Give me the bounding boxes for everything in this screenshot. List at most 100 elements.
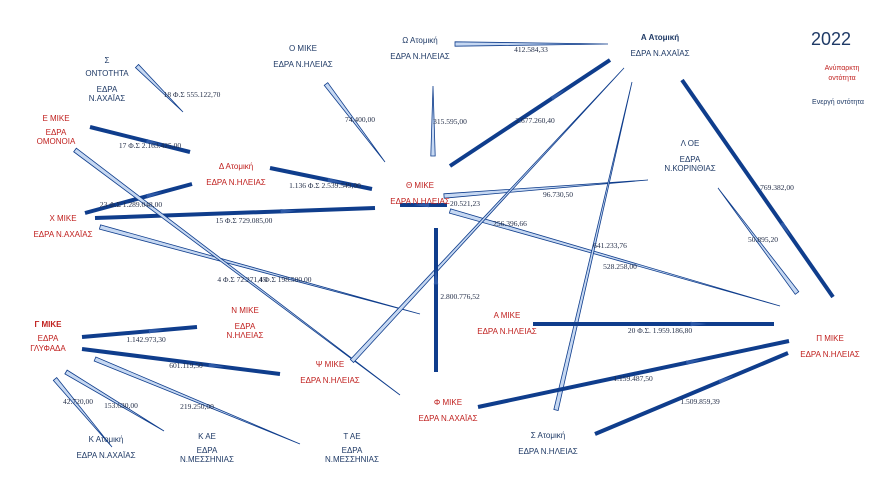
flow-edge — [430, 85, 436, 157]
flow-line — [89, 125, 191, 154]
flow-arrowhead — [433, 268, 439, 285]
node-label-line: ΟΝΤΟΤΗΤΑ — [85, 69, 129, 78]
flow-amount-label: 601.119,50 — [169, 361, 203, 370]
node-label-line: Ο ΜΙΚΕ — [289, 44, 317, 53]
node-label-line: Ν.ΑΧΑΪΑΣ — [89, 94, 126, 103]
flow-line — [477, 339, 790, 409]
flow-amount-label: 17 Φ.Σ 2.163.425,00 — [119, 141, 182, 150]
node-label-line: Κ ΑΕ — [198, 432, 216, 441]
flow-edge — [477, 339, 790, 409]
node-label-line: Θ ΜΙΚΕ — [406, 181, 434, 190]
flow-line — [443, 179, 649, 199]
flow-arrowhead — [690, 321, 707, 327]
legend: Ανύπαρκτη οντότητα Ενεργή οντότητα — [812, 64, 864, 106]
flow-line — [448, 208, 781, 307]
flow-line — [73, 147, 401, 396]
flow-line — [594, 351, 789, 436]
flow-arrowhead — [148, 328, 165, 334]
node-omega: Ω Ατομική ΕΔΡΑ Ν.ΗΛΕΙΑΣ — [390, 36, 450, 61]
node-a-atomiki: Α Ατομική ΕΔΡΑ Ν.ΑΧΑΪΑΣ — [630, 33, 689, 58]
flow-amount-label: 18 Φ.Σ 555.122,70 — [164, 90, 221, 99]
edges-layer — [52, 41, 835, 448]
node-label-line: Ν.ΗΛΕΙΑΣ — [227, 331, 264, 340]
flow-line — [81, 347, 281, 376]
node-label-line: Κ Ατομική — [89, 435, 124, 444]
node-label-line: ΕΔΡΑ — [235, 322, 256, 331]
flow-line — [64, 369, 165, 432]
flow-amount-label: 219.250,00 — [180, 402, 214, 411]
flow-arrowhead — [550, 89, 566, 101]
node-label-line: Σ Ατομική — [531, 431, 565, 440]
flow-edge — [717, 187, 800, 295]
flow-edge — [81, 347, 281, 376]
flow-amount-label: 96.730,50 — [543, 190, 573, 199]
node-label-line: Χ ΜΙΚΕ — [49, 214, 76, 223]
flow-amount-label: 4 Φ.Σ 198.500,00 — [259, 275, 312, 284]
flow-edge — [323, 82, 386, 163]
node-psi: Ψ ΜΙΚΕ ΕΔΡΑ Ν.ΗΛΕΙΑΣ — [300, 360, 360, 385]
node-label-line: Γ ΜΙΚΕ — [34, 320, 62, 329]
node-label-line: ΕΔΡΑ — [97, 85, 118, 94]
node-label-line: ΕΔΡΑ Ν.ΑΧΑΪΑΣ — [418, 414, 477, 423]
node-a-mike: Α ΜΙΚΕ ΕΔΡΑ Ν.ΗΛΕΙΑΣ — [477, 311, 537, 336]
flow-edge — [73, 147, 401, 396]
node-o-mike: Ο ΜΙΚΕ ΕΔΡΑ Ν.ΗΛΕΙΑΣ — [273, 44, 333, 69]
legend-inactive-label: οντότητα — [828, 74, 855, 82]
flow-amount-label: 1.509.859,39 — [680, 397, 720, 406]
flow-amount-label: 2.800.776,52 — [440, 292, 480, 301]
node-d-atomiki: Δ Ατομική ΕΔΡΑ Ν.ΗΛΕΙΑΣ — [206, 162, 266, 187]
flow-line — [94, 206, 376, 220]
node-label-line: Ν.ΜΕΣΣΗΝΙΑΣ — [325, 455, 379, 464]
flow-amount-label: 1.142.973,30 — [126, 335, 166, 344]
flow-line — [134, 63, 184, 113]
flow-line — [81, 325, 198, 339]
flow-edge — [269, 166, 373, 191]
flow-edge — [448, 58, 612, 168]
flow-line — [680, 78, 835, 299]
flow-edge — [680, 78, 835, 299]
node-label-line: ΕΔΡΑ Ν.ΗΛΕΙΑΣ — [518, 447, 578, 456]
node-label-line: ΕΔΡΑ Ν.ΑΧΑΪΑΣ — [33, 230, 92, 239]
flow-edge — [64, 369, 165, 432]
node-label-line: ΕΔΡΑ Ν.ΗΛΕΙΑΣ — [206, 178, 266, 187]
flow-amount-label: 50.895,20 — [748, 235, 778, 244]
flow-amount-label: 20.521,23 — [450, 199, 480, 208]
node-label-line: Ω Ατομική — [402, 36, 437, 45]
node-label-line: ΓΛΥΦΑΔΑ — [30, 344, 66, 353]
node-label-line: Α ΜΙΚΕ — [494, 311, 521, 320]
flow-amount-label: 42.720,00 — [63, 397, 93, 406]
node-label-line: ΕΔΡΑ — [197, 446, 218, 455]
node-label-line: Ψ ΜΙΚΕ — [316, 360, 344, 369]
flow-edge — [433, 228, 439, 372]
flow-edge — [448, 208, 781, 307]
flow-amount-label: 15 Φ.Σ 729.085,00 — [216, 216, 273, 225]
node-label-line: Δ Ατομική — [219, 162, 253, 171]
node-label-line: ΕΔΡΑ Ν.ΗΛΕΙΑΣ — [390, 52, 450, 61]
flow-arrowhead — [280, 209, 297, 214]
node-label-line: ΕΔΡΑ Ν.ΑΧΑΪΑΣ — [630, 49, 689, 58]
flow-line — [93, 356, 301, 445]
node-label-line: ΕΔΡΑ Ν.ΗΛΕΙΑΣ — [800, 350, 860, 359]
flow-amount-label: 20 Φ.Σ. 1.959.186,80 — [628, 326, 692, 335]
node-label-line: Π ΜΙΚΕ — [816, 334, 844, 343]
flow-edge — [98, 224, 421, 315]
flow-edge — [89, 125, 191, 154]
flow-amount-label: 528.258,00 — [603, 262, 637, 271]
node-label-line: ΕΔΡΑ — [680, 155, 701, 164]
node-chi: Χ ΜΙΚΕ ΕΔΡΑ Ν.ΑΧΑΪΑΣ — [33, 214, 92, 239]
node-label-line: ΕΔΡΑ — [342, 446, 363, 455]
flow-arrowhead — [779, 221, 791, 237]
node-s-atomiki: Σ Ατομική ΕΔΡΑ Ν.ΗΛΕΙΑΣ — [518, 431, 578, 456]
node-label-line: ΕΔΡΑ Ν.ΗΛΕΙΑΣ — [477, 327, 537, 336]
node-label-line: Α Ατομική — [641, 33, 679, 42]
node-label-line: Ν ΜΙΚΕ — [231, 306, 259, 315]
flow-edge — [94, 206, 376, 220]
flow-arrowhead — [327, 177, 344, 184]
flow-arrowhead — [685, 359, 702, 365]
flow-edge — [553, 81, 633, 411]
